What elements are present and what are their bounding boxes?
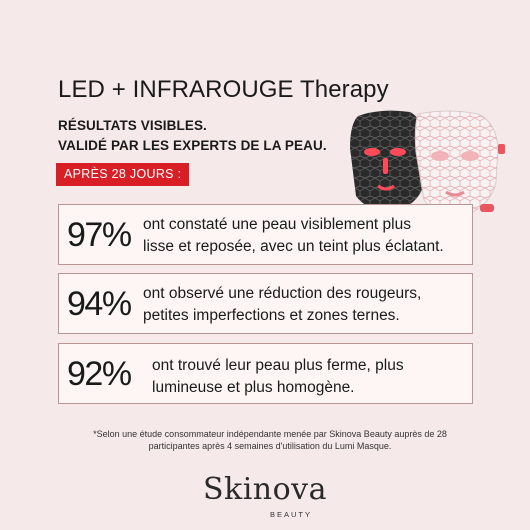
duration-badge: APRÈS 28 JOURS :	[56, 163, 190, 186]
subtitle-line-2: VALIDÉ PAR LES EXPERTS DE LA PEAU.	[58, 138, 327, 153]
result-line-1: ont trouvé leur peau plus ferme, plus	[152, 357, 404, 374]
page-title: LED + INFRAROUGE Therapy	[58, 76, 389, 103]
result-description: ont trouvé leur peau plus ferme, plus lu…	[152, 355, 404, 399]
result-percent: 97%	[67, 216, 132, 254]
result-percent: 94%	[67, 285, 132, 323]
white-mask	[414, 110, 505, 217]
brand-tagline: BEAUTY	[269, 510, 312, 519]
result-description: ont constaté une peau visiblement plus l…	[143, 214, 444, 258]
result-line-2: petites imperfections et zones ternes.	[143, 307, 400, 324]
result-percent: 92%	[67, 355, 132, 393]
brand-logo: Skinova	[202, 472, 328, 507]
result-description: ont observé une réduction des rougeurs, …	[143, 283, 421, 327]
result-line-1: ont constaté une peau visiblement plus	[143, 216, 411, 233]
footnote-line-2: participantes après 4 semaines d'utilisa…	[148, 441, 392, 451]
result-card: 92% ont trouvé leur peau plus ferme, plu…	[58, 343, 473, 404]
subtitle-line-1: RÉSULTATS VISIBLES.	[58, 118, 207, 133]
result-line-1: ont observé une réduction des rougeurs,	[143, 285, 422, 302]
result-line-2: lisse et reposée, avec un teint plus écl…	[143, 238, 444, 255]
result-card: 97% ont constaté une peau visiblement pl…	[58, 204, 473, 265]
result-line-2: lumineuse et plus homogène.	[152, 379, 355, 396]
led-face-masks-image	[350, 110, 505, 217]
black-mask	[350, 110, 426, 212]
footnote: *Selon une étude consommateur indépendan…	[70, 428, 470, 452]
result-card: 94% ont observé une réduction des rougeu…	[58, 273, 473, 334]
footnote-line-1: *Selon une étude consommateur indépendan…	[93, 429, 447, 439]
